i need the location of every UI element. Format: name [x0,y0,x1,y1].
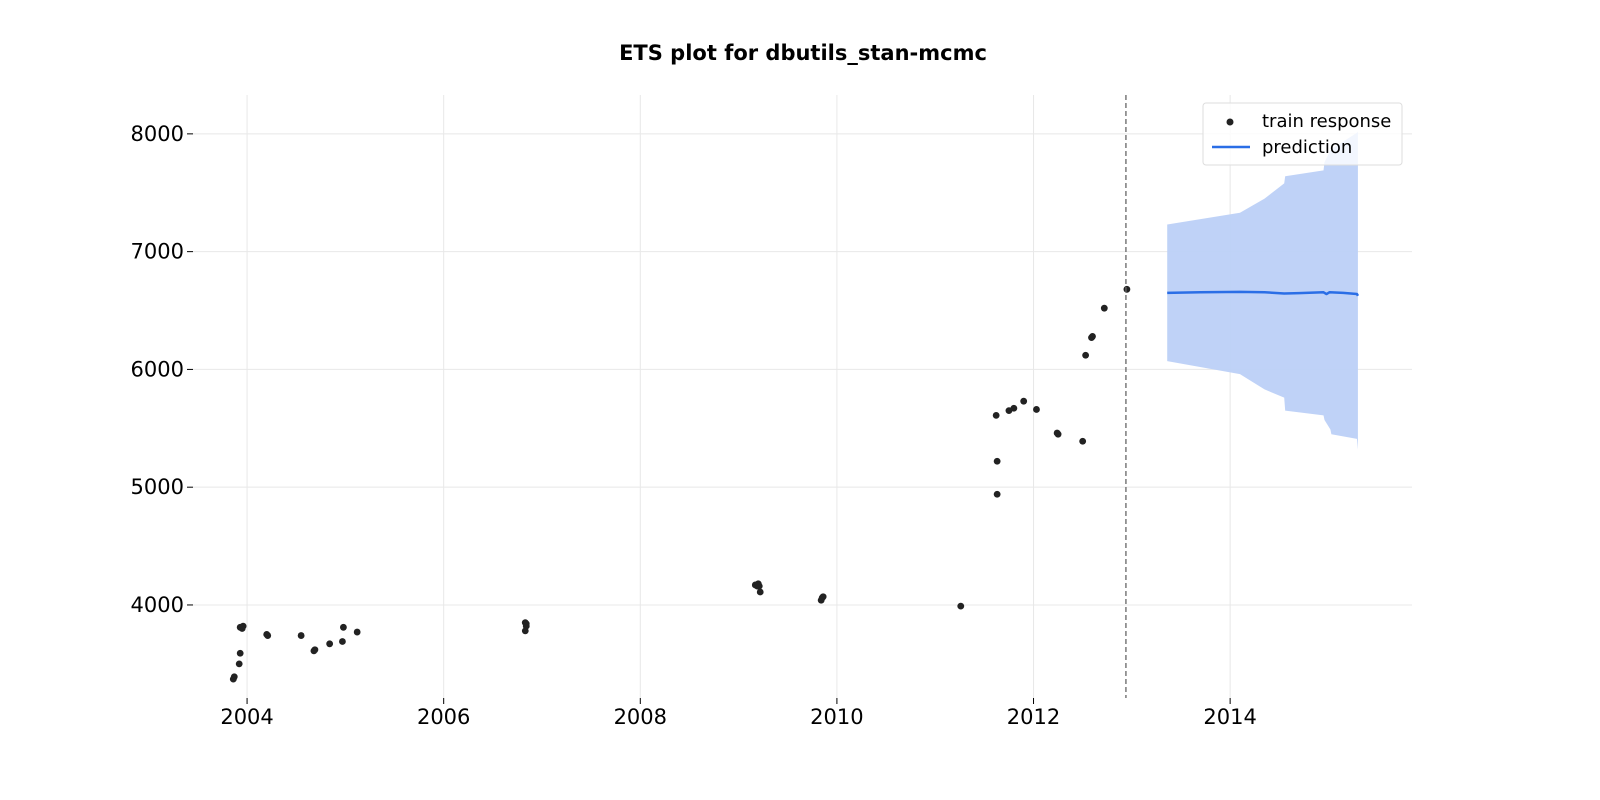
legend-scatter-marker [1226,118,1234,126]
y-tick-label: 4000 [131,593,184,617]
train-response-point [326,640,334,648]
x-tick-label: 2012 [1007,705,1060,729]
train-response-point [264,632,272,639]
axes: 2004 2006 2008 2010 2012 2014 4000 5000 6000 7000… [131,95,1257,729]
x-tick-label: 2004 [220,705,273,729]
train-response-point [756,588,764,596]
train-response-point [1010,404,1018,412]
train-response-points [229,285,1131,683]
chart-title: ETS plot for dbutils_stan-mcmc [619,41,987,65]
train-response-point [1100,304,1108,312]
train-response-point [755,582,763,590]
train-response-point [339,638,346,645]
train-response-point [1123,285,1131,293]
train-response-point [239,622,247,630]
train-response-point [1054,430,1062,438]
y-tick-label: 6000 [131,357,184,381]
train-response-point [297,632,305,639]
x-tick-label: 2014 [1203,705,1256,729]
train-response-point [992,411,1000,419]
train-response-point [353,628,361,636]
train-response-point [819,593,827,601]
train-response-point [1082,351,1090,359]
train-response-point [236,649,244,657]
train-response-point [311,646,319,654]
train-response-point [1079,437,1087,445]
grid [193,95,1412,698]
prediction-interval-area [1167,131,1358,450]
train-response-point [340,623,347,631]
train-response-point [993,490,1001,498]
legend: train response prediction [1202,102,1403,166]
train-response-point [235,660,243,668]
train-response-point [522,620,530,628]
x-tick-label: 2006 [417,705,470,729]
train-response-point [993,457,1001,465]
train-response-point [1033,406,1040,413]
train-response-point [521,627,529,635]
prediction-interval-band [1167,131,1358,450]
legend-label-train-response: train response [1262,111,1391,132]
legend-frame [1202,102,1403,166]
train-response-point [1089,333,1096,340]
x-tick-label: 2008 [614,705,667,729]
x-tick-label: 2010 [810,705,863,729]
train-response-point [230,673,238,681]
train-response-point [957,602,965,610]
y-tick-label: 7000 [131,240,184,264]
y-tick-label: 8000 [131,122,184,146]
legend-label-prediction: prediction [1262,137,1352,158]
prediction-line-group [1167,290,1360,297]
y-tick-label: 5000 [131,475,184,499]
train-response-point [1020,397,1028,405]
prediction-line [1167,290,1360,297]
